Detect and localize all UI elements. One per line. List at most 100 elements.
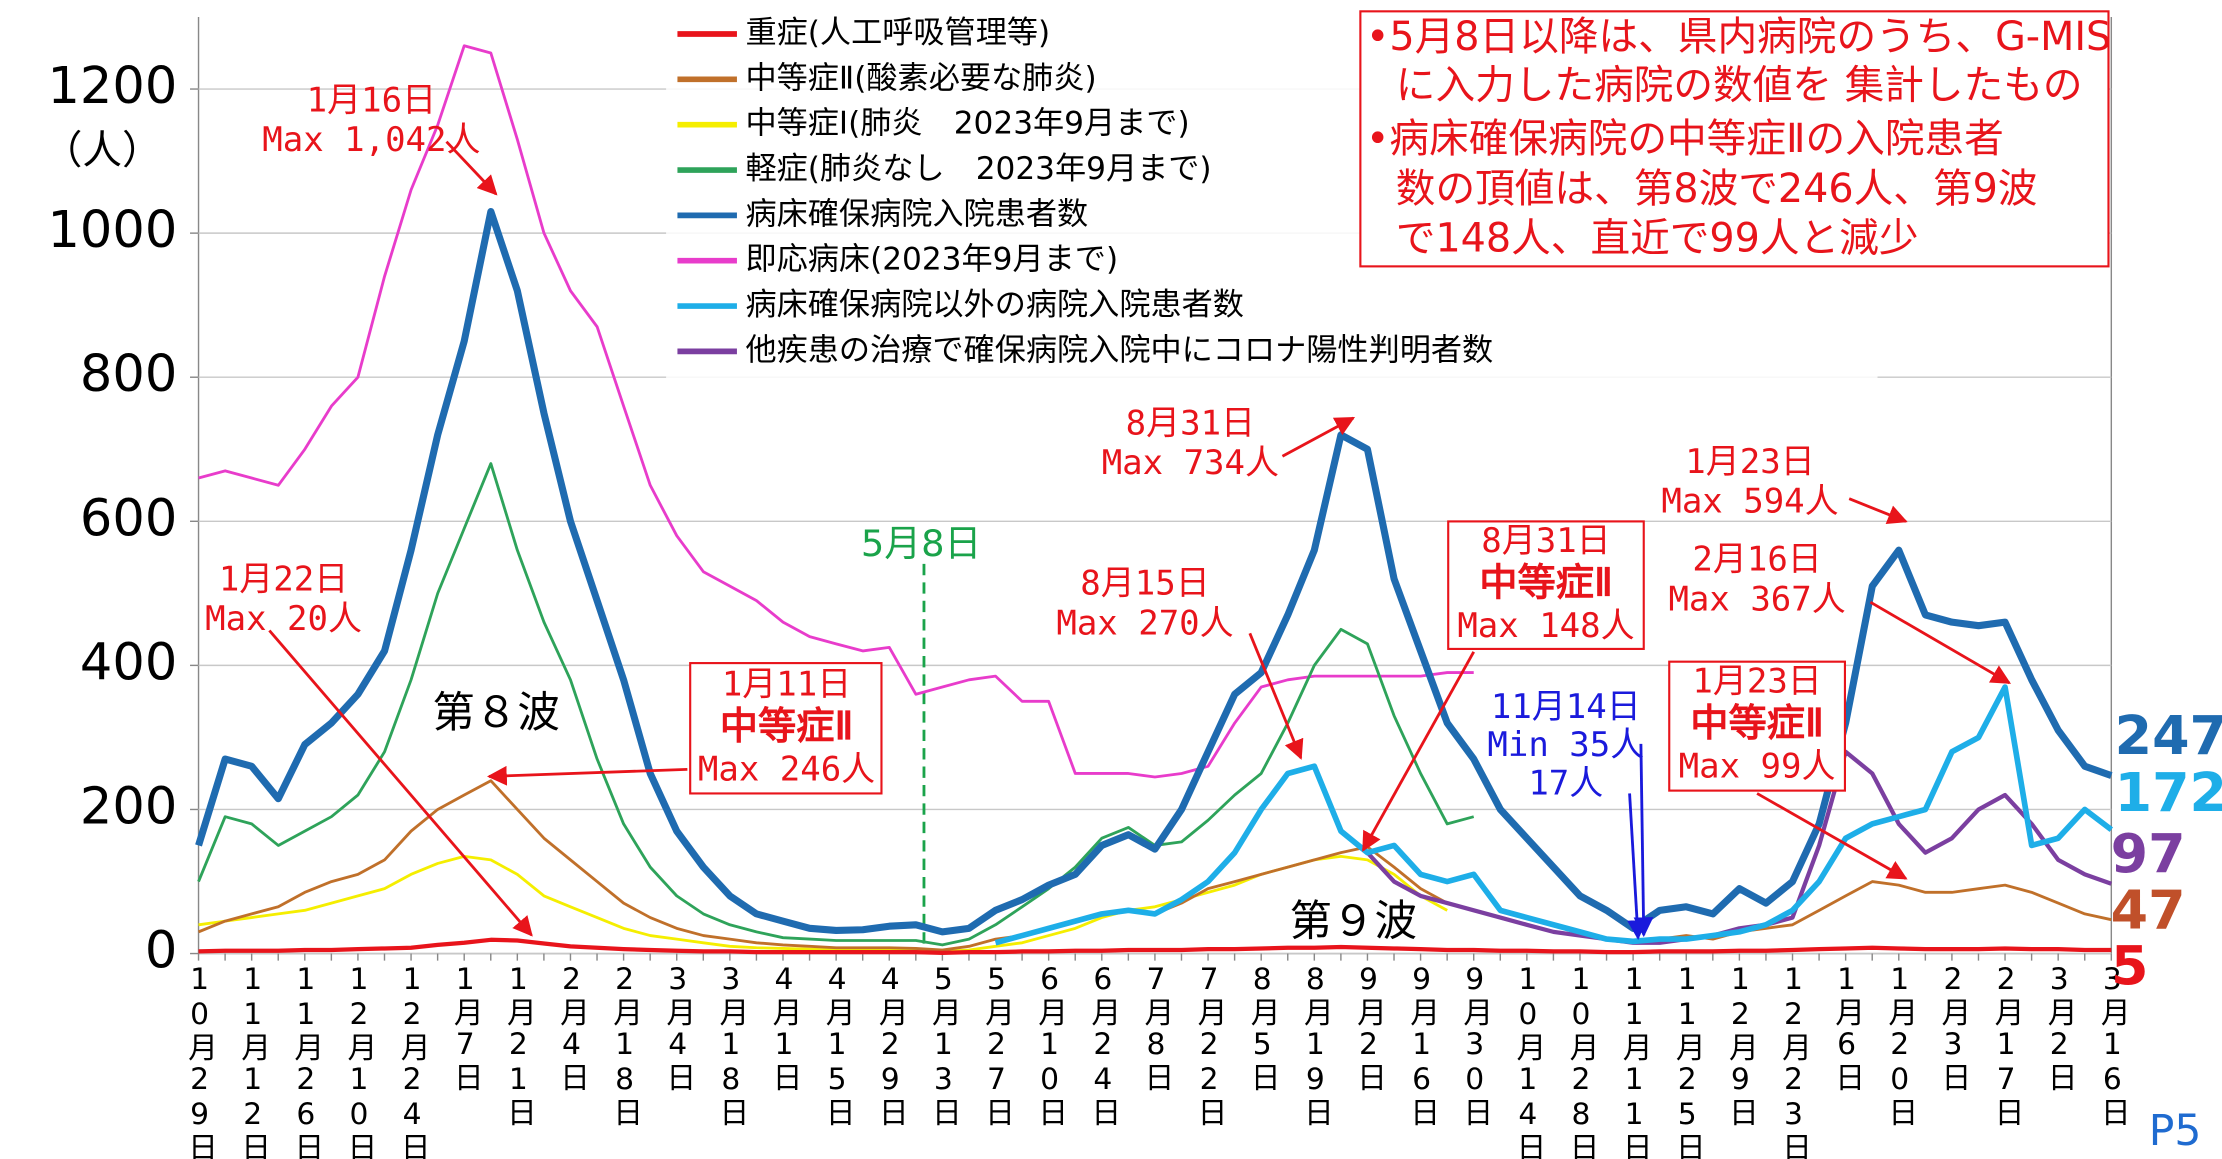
series-line — [1365, 749, 2113, 945]
annotation-text: Max 1,042人 — [262, 120, 480, 160]
y-tick-label: 200 — [80, 777, 177, 836]
legend-label: 病床確保病院入院患者数 — [745, 196, 1088, 232]
annotation-text: 1月11日 — [722, 664, 851, 704]
x-tick-label: 10月28日 — [1563, 962, 1599, 1159]
marker-label: 5月8日 — [861, 522, 982, 565]
annotation-arrow — [1848, 497, 1908, 524]
series-line — [198, 937, 2112, 955]
page-label: P5 — [2149, 1107, 2202, 1156]
x-tick-label: 10月14日 — [1510, 962, 1546, 1159]
x-tick-label: 12月10日 — [341, 962, 377, 1159]
annotation-arrow — [1633, 743, 1654, 938]
legend-label: 重症(人工呼吸管理等) — [745, 15, 1050, 51]
notes-box — [1359, 10, 2110, 268]
end-label: 247 — [2115, 704, 2222, 767]
x-tick-label: 1月6日 — [1829, 962, 1865, 1092]
note-line: •病床確保病院の中等症Ⅱの入院患者 — [1366, 116, 2004, 162]
legend-label: 即応病床(2023年9月まで) — [745, 242, 1118, 278]
x-tick-label: 8月5日 — [1245, 962, 1281, 1092]
x-tick-label: 2月18日 — [607, 962, 643, 1127]
x-tick-label: 11月26日 — [288, 962, 324, 1159]
x-tick-label: 4月29日 — [873, 962, 909, 1127]
end-label: 5 — [2111, 934, 2148, 997]
x-tick-label: 3月16日 — [2095, 962, 2131, 1127]
annotation-arrow — [487, 765, 688, 786]
x-tick-label: 4月1日 — [766, 962, 802, 1092]
x-tick-label: 3月2日 — [2042, 962, 2078, 1092]
series-line — [197, 462, 1475, 947]
annotation-text: 1月23日 — [1692, 661, 1821, 701]
annotation-text: 中等症Ⅱ — [720, 704, 854, 749]
annotation-text: Max 20人 — [205, 599, 362, 639]
y-tick-label: 1200 — [47, 57, 177, 116]
wave-label: 第８波 — [432, 689, 560, 738]
annotation-text: Min 35人 — [1487, 725, 1644, 765]
x-tick-label: 12月23日 — [1776, 962, 1812, 1159]
legend-label: 病床確保病院以外の病院入院患者数 — [745, 287, 1244, 323]
x-tick-label: 2月4日 — [554, 962, 590, 1092]
annotation-arrow — [1756, 792, 1908, 880]
x-tick-label: 9月16日 — [1404, 962, 1440, 1127]
legend-label: 軽症(肺炎なし 2023年9月まで) — [745, 151, 1211, 187]
x-tick-label: 1月7日 — [448, 962, 484, 1092]
note-line: •5月8日以降は、県内病院のうち、G-MIS — [1366, 14, 2111, 60]
y-tick-label: 400 — [80, 633, 177, 692]
y-tick-label: 1000 — [47, 201, 177, 260]
x-tick-label: 5月27日 — [979, 962, 1015, 1127]
x-tick-label: 3月4日 — [660, 962, 696, 1092]
annotation-arrow — [1627, 793, 1647, 940]
x-tick-label: 9月2日 — [1351, 962, 1387, 1092]
x-tick-label: 6月24日 — [1085, 962, 1121, 1127]
annotation-text: 1月16日 — [307, 81, 436, 121]
annotation-text: 8月31日 — [1481, 521, 1610, 561]
annotation-box — [689, 662, 883, 795]
x-tick-label: 11月11日 — [1617, 962, 1653, 1159]
annotation-text: 2月16日 — [1692, 540, 1821, 580]
annotation-text: 中等症Ⅱ — [1479, 561, 1613, 606]
annotation-text: 17人 — [1528, 763, 1603, 803]
x-tick-label: 2月17日 — [1989, 962, 2025, 1127]
legend-label: 中等症Ⅰ(肺炎 2023年9月まで) — [745, 106, 1189, 142]
y-tick-label: 0 — [145, 922, 177, 981]
annotation-arrow — [445, 140, 498, 196]
x-tick-label: 5月13日 — [926, 962, 962, 1127]
annotation-text: 1月22日 — [219, 559, 348, 599]
annotation-text: 8月31日 — [1126, 404, 1255, 444]
series-line — [994, 684, 2114, 946]
x-tick-label: 12月24日 — [395, 962, 431, 1159]
series-line — [198, 44, 1474, 779]
annotation-box — [1447, 520, 1645, 650]
x-tick-label: 1月21日 — [501, 962, 537, 1127]
x-tick-label: 11月12日 — [235, 962, 271, 1159]
annotation-text: 11月14日 — [1491, 687, 1641, 727]
annotation-box — [1668, 660, 1847, 792]
annotation-text: Max 270人 — [1056, 603, 1233, 643]
note-line: で148人、直近で99人と減少 — [1396, 215, 1919, 261]
legend-label: 他疾患の治療で確保病院入院中にコロナ陽性判明者数 — [745, 332, 1493, 368]
x-tick-label: 4月15日 — [820, 962, 856, 1127]
x-tick-label: 7月22日 — [1192, 962, 1228, 1127]
annotation-text: 1月23日 — [1685, 442, 1814, 482]
annotation-text: Max 594人 — [1661, 481, 1838, 521]
x-tick-label: 11月25日 — [1670, 962, 1706, 1159]
legend-label: 中等症Ⅱ(酸素必要な肺炎) — [745, 60, 1096, 96]
annotation-text: 8月15日 — [1080, 564, 1209, 604]
end-label: 97 — [2111, 822, 2186, 885]
x-tick-label: 9月30日 — [1457, 962, 1493, 1127]
annotation-arrow — [268, 629, 533, 937]
annotation-text: Max 367人 — [1668, 579, 1845, 619]
annotation-arrow — [1869, 600, 2012, 685]
note-line: に入力した病院の数値を 集計したもの — [1396, 62, 2083, 108]
annotation-text: Max 148人 — [1457, 606, 1634, 646]
x-tick-label: 6月10日 — [1032, 962, 1068, 1127]
annotation-arrow — [1361, 651, 1475, 852]
series-line — [198, 854, 1448, 953]
series-line — [195, 207, 2113, 936]
end-label: 47 — [2111, 879, 2186, 942]
x-tick-label: 3月18日 — [713, 962, 749, 1127]
x-tick-label: 12月9日 — [1723, 962, 1759, 1127]
wave-label: 第９波 — [1290, 897, 1418, 946]
x-tick-label: 2月3日 — [1935, 962, 1971, 1092]
y-tick-label: 800 — [80, 345, 177, 404]
